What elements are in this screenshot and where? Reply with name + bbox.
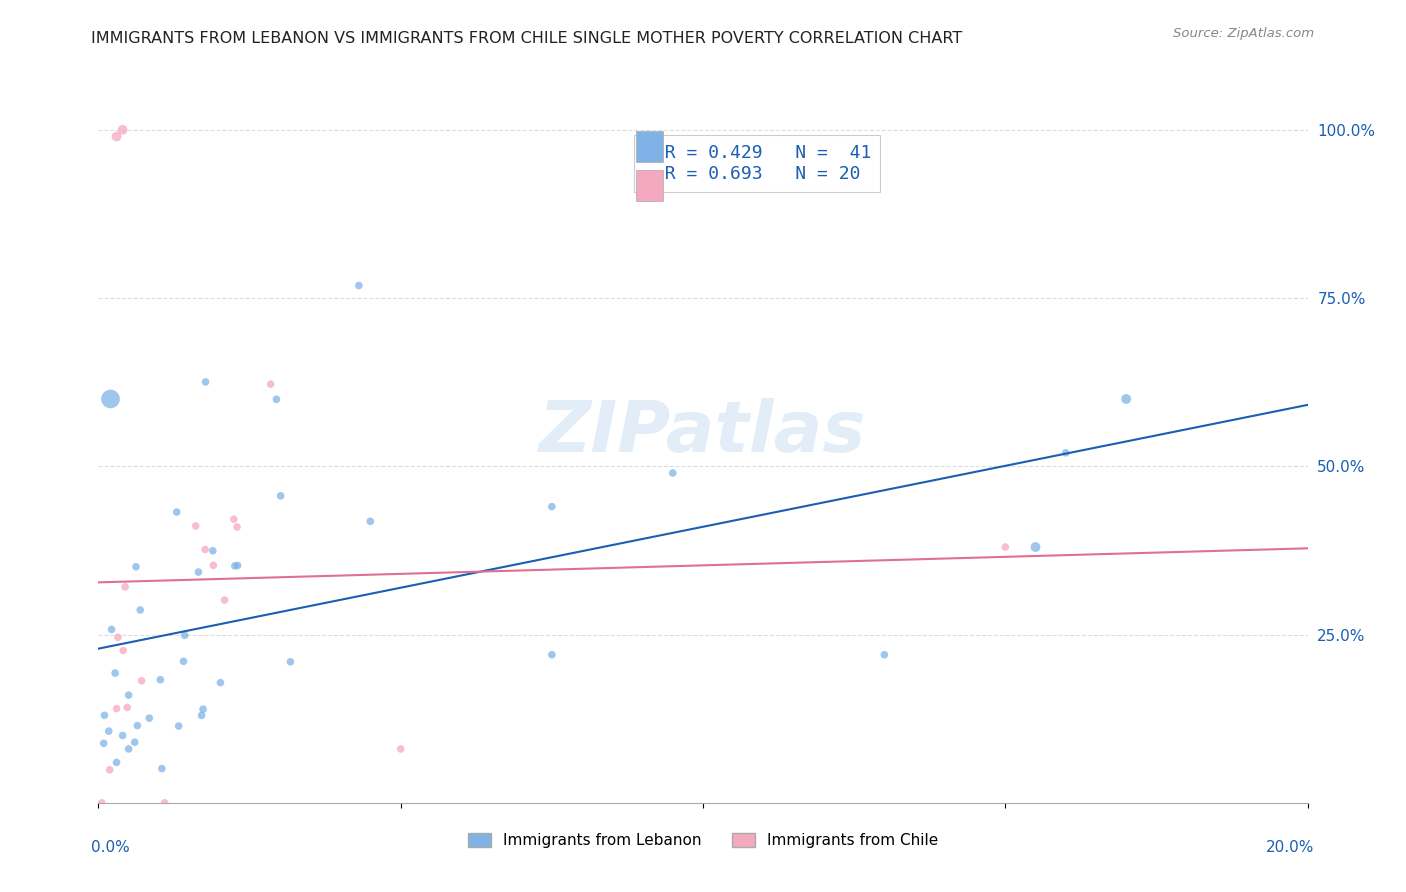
Point: [994, 540, 1017, 554]
Point: [124, 735, 146, 749]
Point: [105, 701, 128, 715]
FancyBboxPatch shape: [637, 131, 664, 162]
Point: [150, 762, 173, 776]
Point: [100, 392, 122, 406]
Point: [90, 796, 112, 810]
Point: [114, 580, 136, 594]
Point: [224, 558, 246, 573]
Point: [280, 655, 302, 669]
Point: [540, 648, 562, 662]
FancyBboxPatch shape: [637, 169, 664, 201]
Point: [173, 628, 195, 642]
Point: [117, 700, 139, 714]
Point: [166, 505, 188, 519]
Point: [389, 742, 412, 756]
Text: R = 0.429   N =  41
  R = 0.693   N = 20: R = 0.429 N = 41 R = 0.693 N = 20: [643, 144, 870, 183]
Point: [125, 559, 148, 574]
Point: [97, 724, 120, 739]
Point: [111, 729, 134, 743]
Point: [194, 542, 217, 557]
Point: [98, 763, 121, 777]
Point: [93, 736, 115, 750]
Text: ZIPatlas: ZIPatlas: [540, 398, 866, 467]
Point: [359, 514, 381, 528]
Legend: Immigrants from Lebanon, Immigrants from Chile: Immigrants from Lebanon, Immigrants from…: [461, 827, 945, 855]
Point: [1024, 540, 1046, 554]
Point: [105, 129, 128, 144]
Point: [127, 718, 149, 732]
Point: [201, 543, 224, 558]
Point: [131, 673, 153, 688]
Point: [173, 654, 195, 668]
Point: [209, 675, 232, 690]
Point: [1115, 392, 1137, 406]
Point: [118, 742, 141, 756]
Point: [93, 708, 115, 723]
Point: [104, 666, 127, 681]
Point: [260, 377, 283, 392]
Point: [540, 500, 562, 514]
Point: [202, 558, 225, 573]
Point: [111, 122, 134, 136]
Point: [266, 392, 288, 407]
Point: [153, 796, 176, 810]
Point: [270, 489, 292, 503]
Point: [100, 623, 122, 637]
Point: [1054, 446, 1077, 460]
Point: [191, 702, 214, 716]
Point: [222, 512, 245, 526]
Point: [184, 519, 207, 533]
Text: 0.0%: 0.0%: [91, 840, 131, 855]
Point: [167, 719, 190, 733]
Point: [105, 756, 128, 770]
Point: [873, 648, 896, 662]
Text: 20.0%: 20.0%: [1267, 840, 1315, 855]
Point: [187, 565, 209, 579]
Point: [112, 643, 135, 657]
Text: Source: ZipAtlas.com: Source: ZipAtlas.com: [1174, 27, 1315, 40]
Text: IMMIGRANTS FROM LEBANON VS IMMIGRANTS FROM CHILE SINGLE MOTHER POVERTY CORRELATI: IMMIGRANTS FROM LEBANON VS IMMIGRANTS FR…: [91, 31, 963, 46]
Point: [138, 711, 160, 725]
Point: [214, 593, 236, 607]
Point: [226, 520, 249, 534]
Point: [149, 673, 172, 687]
Point: [118, 688, 141, 702]
Point: [190, 708, 212, 723]
Point: [226, 558, 249, 573]
Point: [107, 630, 129, 644]
Point: [194, 375, 217, 389]
Point: [661, 466, 683, 480]
Point: [129, 603, 152, 617]
Point: [347, 278, 370, 293]
